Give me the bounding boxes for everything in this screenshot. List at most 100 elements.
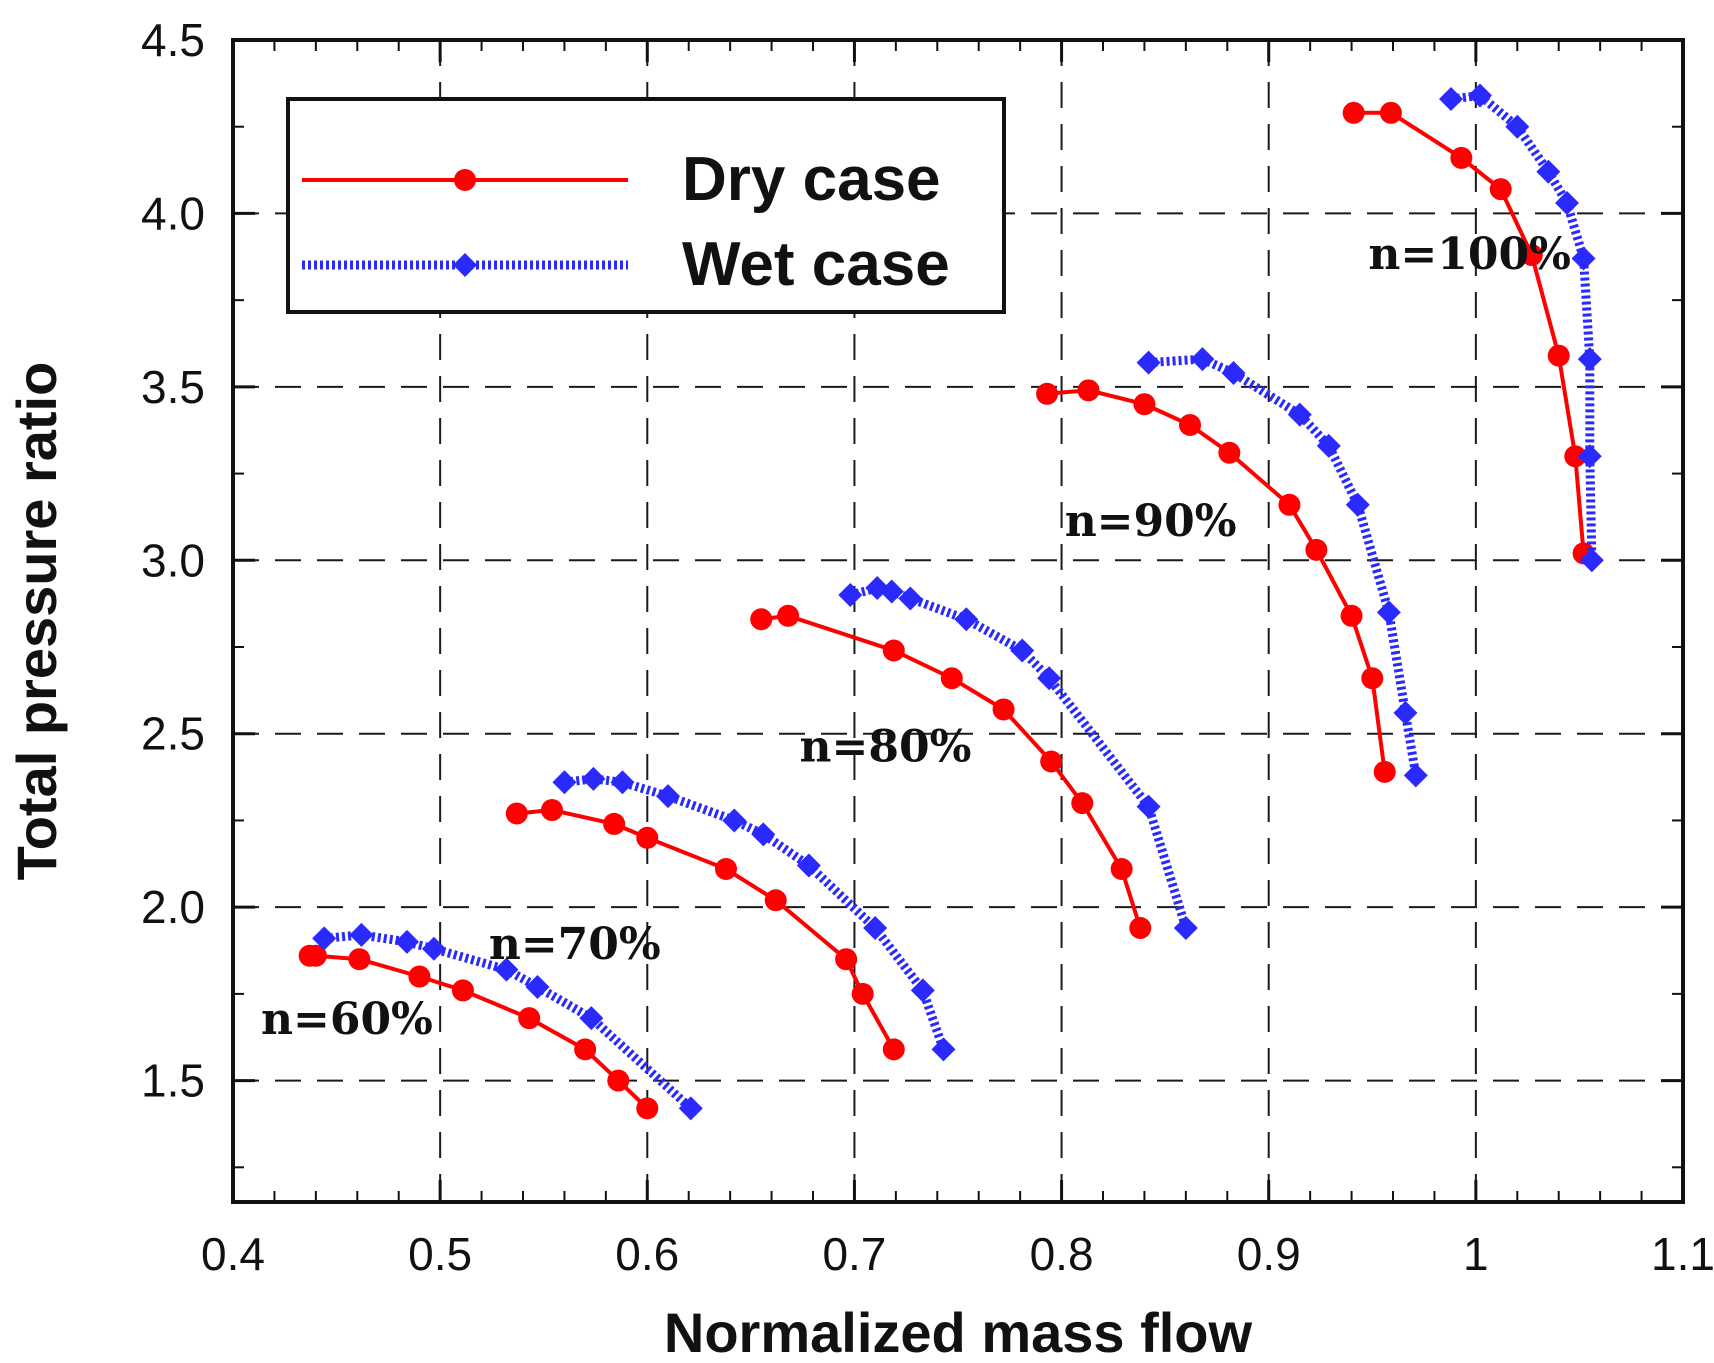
x-tick-label: 1 [1463, 1228, 1489, 1280]
wet-case-point [581, 766, 606, 791]
series-wet-case [312, 83, 1604, 1121]
wet-case-point [751, 822, 776, 847]
y-tick-label: 2.5 [141, 708, 205, 760]
wet-case-point [1505, 114, 1530, 139]
dry-case-point [764, 889, 787, 912]
wet-case-point [954, 607, 979, 632]
wet-case-point [1010, 638, 1035, 663]
speed-label: n=70% [489, 919, 661, 970]
legend-box [286, 97, 1006, 314]
wet-case-point [656, 784, 680, 809]
wet-case-point [1579, 548, 1604, 573]
wet-case-point [552, 770, 577, 795]
dry-case-point [1179, 414, 1201, 437]
dry-case-point [541, 799, 563, 822]
wet-case-point [879, 579, 904, 604]
wet-case-point [1577, 347, 1602, 372]
dry-case-point [505, 802, 528, 825]
wet-case-point [863, 915, 888, 940]
axis-ticks [231, 38, 1685, 1202]
dry-case-point [636, 1097, 659, 1120]
wet-case-point [1316, 433, 1341, 458]
speed-label: n=100% [1368, 229, 1571, 280]
dry-case-point [1077, 379, 1100, 402]
dry-case-point [1373, 760, 1396, 783]
dry-case-line [1353, 110, 1586, 554]
wet-case-point [1190, 347, 1215, 372]
y-tick-label: 3.0 [141, 534, 205, 586]
dry-case-point [1564, 445, 1587, 468]
dry-case-point [408, 965, 431, 988]
dry-case-point [1340, 604, 1363, 627]
wet-case-point [525, 974, 550, 999]
wet-case-point [1393, 700, 1418, 725]
y-tick-labels: 1.5 2.0 2.5 3.0 3.5 4.0 4.5 [141, 14, 205, 1107]
wet-case-point [1403, 763, 1428, 788]
dry-case-point [1379, 101, 1402, 124]
dry-case-point [851, 982, 874, 1005]
dry-case-point [777, 604, 800, 627]
dry-case-line [1046, 388, 1387, 773]
speed-label: n=80% [800, 721, 972, 772]
dry-case-point [750, 608, 773, 631]
wet-case-point [1345, 492, 1370, 517]
dry-case-point [304, 944, 327, 967]
y-tick-label: 1.5 [141, 1055, 205, 1107]
wet-case-point [421, 936, 446, 961]
dry-case-point [1071, 792, 1094, 815]
dry-case-point [1361, 667, 1384, 690]
dry-case-point [1520, 244, 1543, 267]
x-tick-label: 1.1 [1651, 1228, 1714, 1280]
wet-case-point [796, 853, 821, 878]
wet-case-point [494, 957, 519, 982]
wet-case-point [1468, 83, 1492, 108]
wet-case-point [1173, 915, 1198, 940]
legend-wet-marker [453, 253, 477, 277]
wet-case-point [395, 929, 419, 954]
wet-case-point [349, 922, 374, 947]
dry-case-point [1129, 916, 1152, 939]
wet-case-point [1555, 191, 1579, 216]
y-tick-label: 4.0 [141, 187, 205, 239]
dry-case-point [1450, 146, 1473, 169]
wet-case-point [722, 808, 747, 833]
wet-case-point [1536, 159, 1561, 184]
wet-case-point [1221, 360, 1246, 385]
x-tick-label: 0.7 [822, 1228, 886, 1280]
dry-case-point [1036, 382, 1059, 405]
dry-case-point [992, 698, 1015, 721]
dry-case-point [574, 1038, 597, 1061]
series-dry-case [298, 101, 1595, 1120]
wet-case-point [1287, 402, 1312, 427]
speed-label: n=90% [1065, 496, 1237, 547]
dry-case-point [518, 1007, 541, 1030]
wet-case-point [1571, 246, 1596, 271]
dry-case-point [348, 948, 371, 971]
wet-case-line [563, 774, 948, 1051]
wet-case-point [1439, 86, 1463, 111]
wet-case-point [898, 586, 923, 611]
x-tick-label: 0.8 [1030, 1228, 1094, 1280]
dry-case-point [882, 1038, 905, 1061]
x-axis-title: Normalized mass flow [664, 1301, 1253, 1363]
legend-wet-label: Wet case [682, 230, 950, 299]
dry-case-point [940, 667, 963, 690]
speed-label: n=60% [261, 994, 433, 1045]
wet-case-point [1577, 444, 1602, 469]
dry-case-point [603, 812, 626, 835]
wet-case-point [910, 978, 935, 1003]
wet-case-point [931, 1037, 956, 1062]
legend: Dry case Wet case [286, 97, 1006, 314]
wet-case-point [838, 582, 863, 607]
y-axis-title: Total pressure ratio [5, 362, 68, 881]
y-tick-label: 2.0 [141, 881, 205, 933]
dry-case-point [1133, 393, 1156, 416]
dry-case-point [451, 979, 474, 1002]
x-tick-label: 0.4 [201, 1228, 265, 1280]
wet-case-point [1136, 350, 1161, 375]
dry-case-point [1110, 858, 1133, 881]
wet-case-point [579, 1006, 604, 1031]
x-tick-label: 0.9 [1237, 1228, 1301, 1280]
dry-case-point [882, 639, 905, 662]
